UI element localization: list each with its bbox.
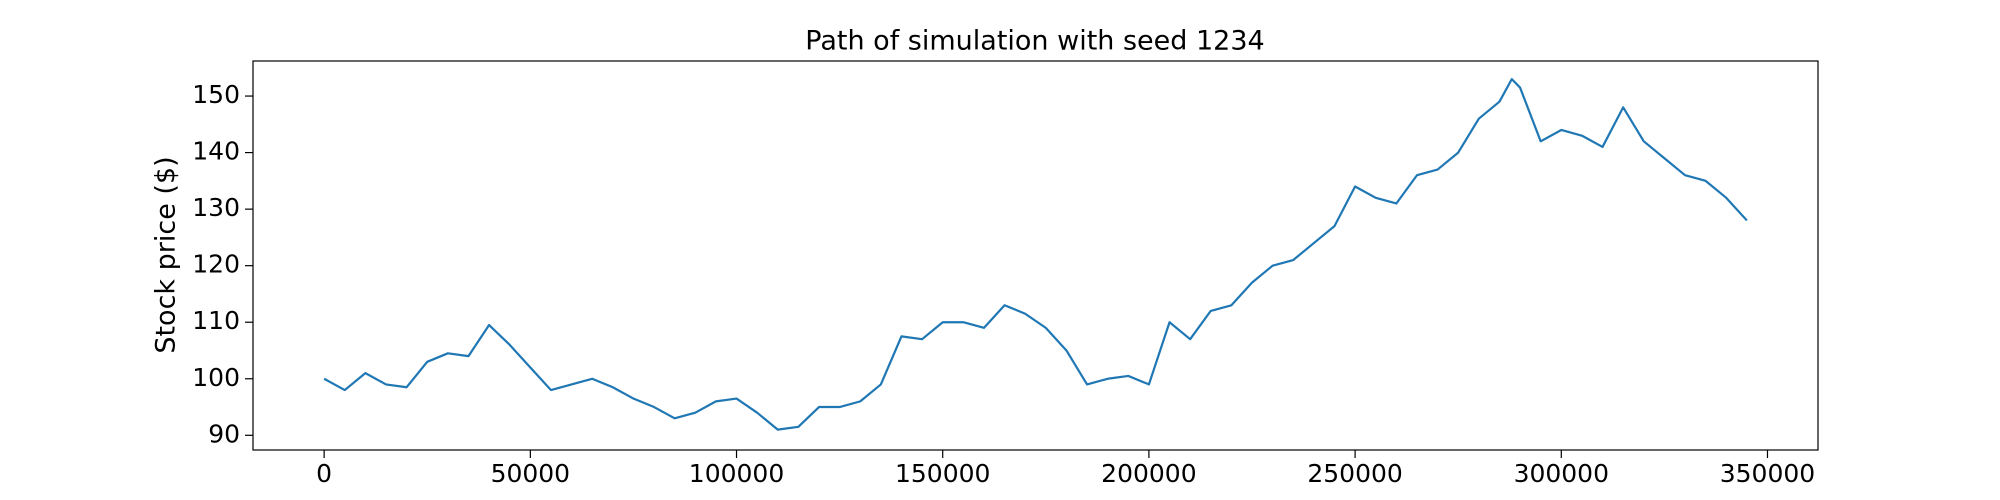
plot-frame bbox=[252, 60, 1819, 451]
line bbox=[323, 77, 1748, 431]
y-tick-label: 140 bbox=[192, 137, 240, 166]
y-axis-label: Stock price ($) bbox=[151, 156, 182, 353]
x-tick-label: 0 bbox=[316, 459, 332, 488]
y-tick-label: 90 bbox=[208, 419, 240, 448]
y-tick-label: 150 bbox=[192, 80, 240, 109]
x-tick-label: 300000 bbox=[1514, 459, 1609, 488]
y-tick-label: 100 bbox=[192, 363, 240, 392]
y-tick-label: 120 bbox=[192, 250, 240, 279]
x-tick-label: 50000 bbox=[491, 459, 571, 488]
x-tick-label: 150000 bbox=[895, 459, 990, 488]
x-tick-label: 250000 bbox=[1307, 459, 1402, 488]
x-tick-label: 200000 bbox=[1101, 459, 1196, 488]
y-tick-label: 110 bbox=[192, 306, 240, 335]
x-tick-label: 350000 bbox=[1720, 459, 1815, 488]
chart-title: Path of simulation with seed 1234 bbox=[805, 26, 1264, 57]
x-tick-label: 100000 bbox=[689, 459, 784, 488]
y-tick-label: 130 bbox=[192, 193, 240, 222]
